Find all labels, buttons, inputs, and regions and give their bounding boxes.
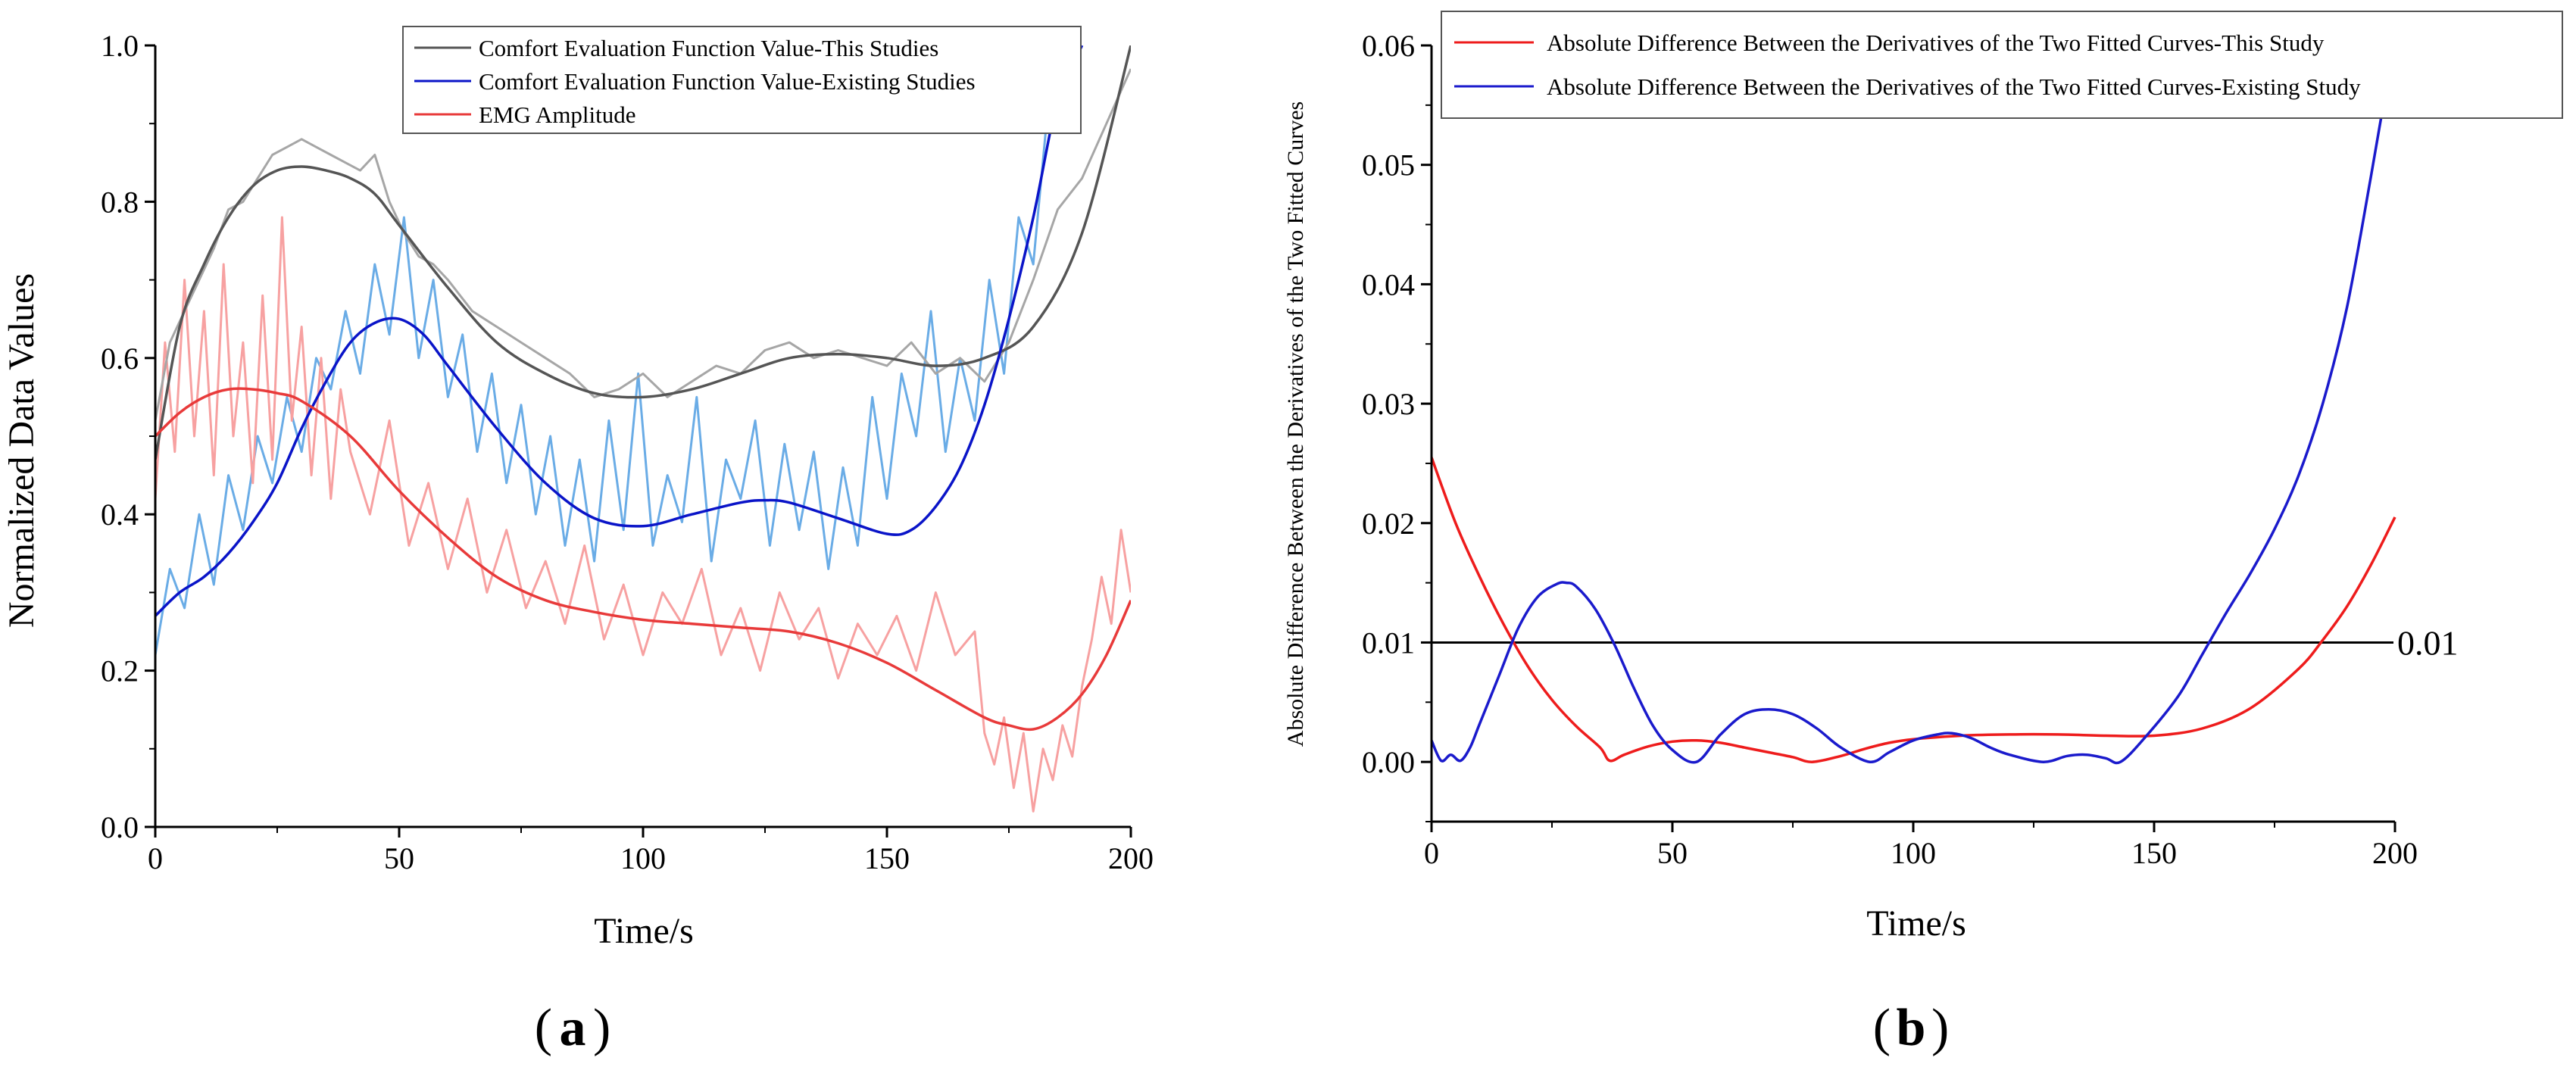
panel-a-x-axis-title: Time/s [594,911,694,951]
raw-series-line-1 [155,45,1064,656]
x-tick-label: 200 [1108,841,1154,875]
y-tick-label: 0.6 [101,342,139,376]
panel-b-x-axis-title: Time/s [1866,903,1966,944]
legend-label-existing-studies: Comfort Evaluation Function Value-Existi… [479,68,976,95]
x-tick-label: 50 [384,841,414,875]
derivative-difference-line-1 [1432,92,2387,765]
legend-label-emg: EMG Amplitude [479,101,636,128]
y-tick-label: 0.04 [1362,267,1415,301]
panel-a-paren-open: ( [535,999,552,1057]
x-tick-label: 50 [1657,836,1688,870]
panel-b-legend: Absolute Difference Between the Derivati… [1441,11,2563,119]
reference-line-label: 0.01 [2397,623,2459,662]
x-tick-label: 100 [1891,836,1936,870]
panel-a-plot-area [155,45,1131,813]
y-tick-label: 1.0 [101,29,139,63]
derivative-difference-line-0 [1432,457,2396,763]
legend-label-b-this-study: Absolute Difference Between the Derivati… [1547,30,2325,56]
y-tick-label: 0.0 [101,810,139,844]
panel-b-chart: 0 50 100 150 200 0.00 0.01 0.02 0.03 0.04 0.05 0.06… [1283,11,2563,1057]
y-tick-label: 0.01 [1362,625,1415,660]
panel-a-paren-close: ) [593,999,610,1057]
y-tick-label: 0.06 [1362,29,1415,63]
fitted-series-line-0 [155,45,1131,460]
raw-series-line-2 [155,216,1131,813]
panel-a-caption: ( a ) [535,999,611,1057]
y-tick-label: 0.8 [101,185,139,219]
legend-label-this-studies: Comfort Evaluation Function Value-This S… [479,35,938,61]
x-tick-label: 0 [1424,836,1439,870]
legend-label-b-existing-study: Absolute Difference Between the Derivati… [1547,73,2361,100]
y-tick-label: 0.4 [101,498,139,532]
y-tick-label: 0.05 [1362,148,1415,182]
raw-series-line-0 [155,68,1131,421]
panel-b-label: b [1897,999,1926,1057]
x-tick-label: 0 [148,841,163,875]
panel-b-caption: ( b ) [1873,999,1950,1057]
panel-a-y-axis-title: Normalized Data Values [2,273,42,628]
panel-b-paren-close: ) [1931,999,1949,1057]
y-tick-label: 0.2 [101,654,139,688]
panel-b-axes: 0 50 100 150 200 0.00 0.01 0.02 0.03 0.04 0.05 0.06 [1362,29,2418,870]
x-tick-label: 200 [2372,836,2418,870]
panel-a-axes: 0 50 100 150 200 0.0 0.2 0.4 0.6 0.8 1.0 [101,29,1154,875]
panel-a-chart: 0 50 100 150 200 0.0 0.2 0.4 0.6 0.8 1.0 Normalize… [2,26,1154,1057]
x-tick-label: 150 [2131,836,2177,870]
panel-a-legend: Comfort Evaluation Function Value-This S… [402,26,1082,134]
panel-b-plot-area [1432,92,2396,765]
panel-b-paren-open: ( [1873,999,1891,1057]
fitted-series-line-1 [155,45,1084,617]
x-tick-label: 150 [864,841,910,875]
panel-b-y-axis-title: Absolute Difference Between the Derivati… [1283,101,1308,747]
y-tick-label: 0.02 [1362,507,1415,541]
x-tick-label: 100 [620,841,666,875]
y-tick-label: 0.00 [1362,745,1415,779]
panel-a-label: a [560,999,586,1057]
y-tick-label: 0.03 [1362,387,1415,421]
fitted-series-line-2 [155,387,1131,732]
